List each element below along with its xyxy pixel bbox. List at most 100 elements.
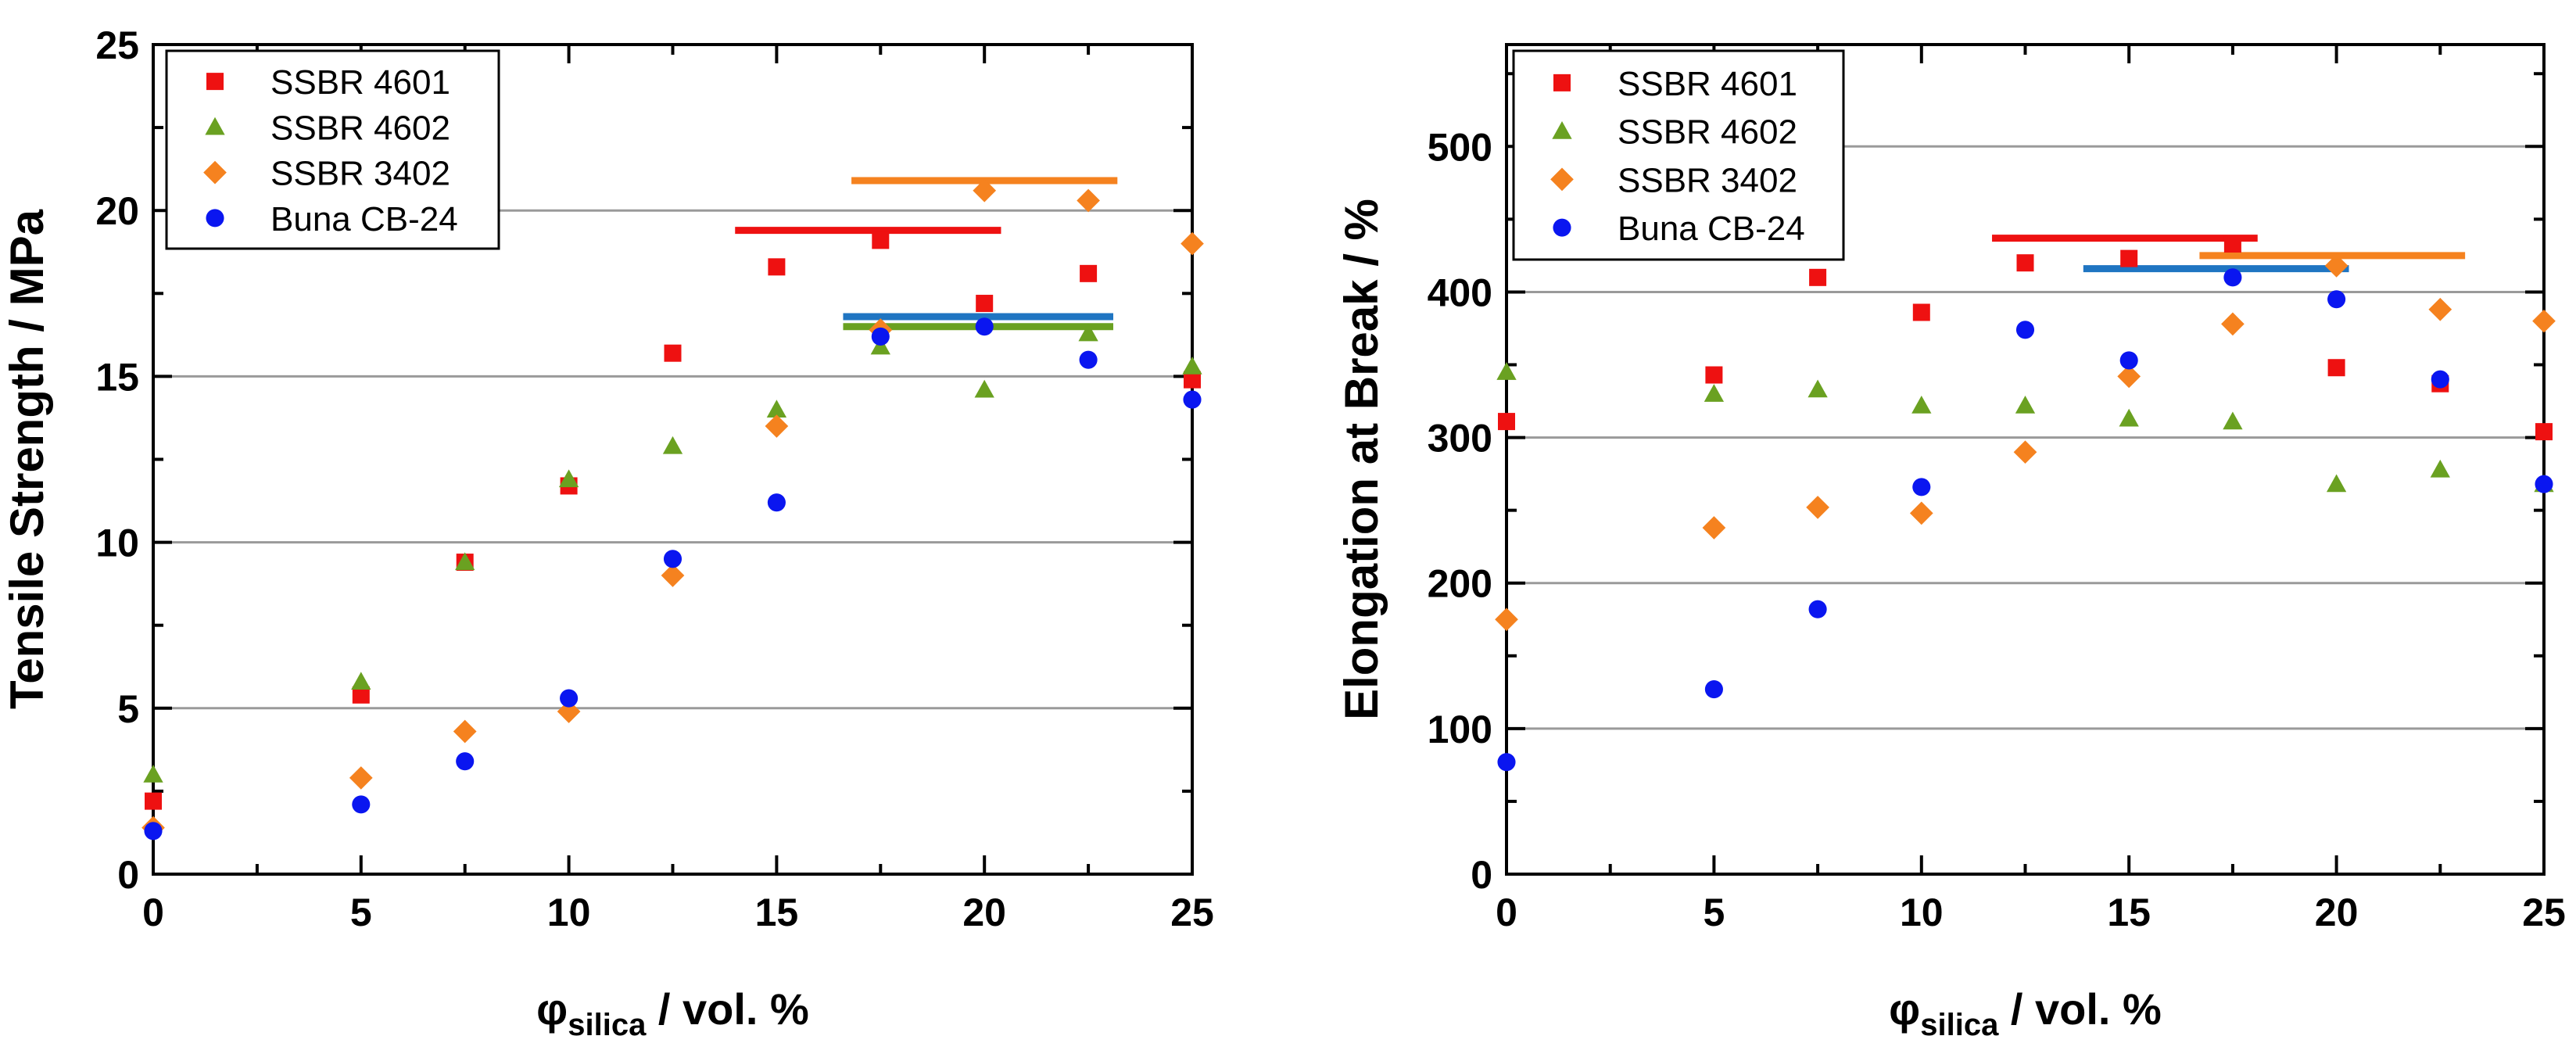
series-ssbr-3402	[142, 178, 1204, 840]
data-point	[456, 752, 475, 771]
data-point	[2223, 268, 2242, 287]
x-tick-label: 15	[2107, 891, 2151, 934]
data-point	[1497, 753, 1516, 772]
legend-marker	[206, 209, 224, 228]
data-point	[976, 295, 994, 313]
legend-label: SSBR 3402	[270, 155, 450, 193]
x-tick-label: 0	[1496, 891, 1517, 934]
legend-marker	[205, 116, 225, 135]
y-tick-label: 100	[1428, 708, 1492, 751]
x-tick-label: 20	[962, 891, 1006, 934]
y-tick-label: 500	[1428, 125, 1492, 169]
legend-marker	[203, 160, 227, 185]
series-buna-cb-24	[1497, 268, 2553, 772]
y-tick-label: 0	[117, 853, 139, 897]
legend: SSBR 4601 SSBR 4602 SSBR 3402 Buna CB-24	[1512, 49, 1845, 261]
y-tick-label: 400	[1428, 271, 1492, 314]
data-point	[352, 686, 370, 704]
data-point	[351, 672, 371, 690]
data-point	[1498, 413, 1515, 431]
data-point	[1809, 268, 1827, 286]
legend-marker	[1553, 73, 1571, 91]
data-point	[2532, 309, 2556, 333]
y-tick-label: 20	[95, 189, 139, 233]
y-axis-label: Elongation at Break / %	[1335, 199, 1388, 720]
data-point	[453, 719, 477, 744]
x-axis-label: φsilica / vol. %	[1889, 984, 2162, 1042]
data-point	[975, 317, 994, 336]
data-point	[560, 689, 579, 708]
data-point	[2324, 254, 2348, 278]
data-point	[1496, 362, 1517, 380]
data-point	[2015, 395, 2036, 414]
legend-label: SSBR 3402	[1618, 161, 1797, 199]
data-point	[1807, 379, 1828, 398]
data-point	[1704, 680, 1723, 699]
data-point	[1181, 231, 1204, 256]
legend-label: SSBR 4602	[270, 109, 450, 147]
data-point	[767, 493, 786, 512]
data-point	[2428, 297, 2452, 321]
data-point	[455, 552, 475, 571]
series-buna-cb-24	[144, 317, 1202, 841]
data-point	[1911, 395, 1932, 414]
y-tick-label: 10	[95, 522, 139, 565]
legend-label: Buna CB-24	[270, 200, 458, 238]
legend-label: SSBR 4602	[1618, 113, 1797, 152]
x-tick-label: 0	[142, 891, 164, 934]
x-tick-label: 25	[2522, 891, 2566, 934]
y-tick-label: 5	[117, 687, 139, 731]
data-point	[2535, 423, 2553, 441]
data-point	[1808, 600, 1827, 618]
data-point	[1806, 496, 1829, 519]
data-point	[2431, 370, 2449, 389]
data-point	[1909, 501, 1933, 525]
data-point	[1182, 357, 1202, 375]
data-point	[1912, 303, 1930, 321]
legend-marker	[1552, 120, 1572, 139]
data-point	[557, 700, 581, 723]
data-point	[1495, 608, 1518, 632]
y-tick-label: 15	[95, 355, 139, 399]
data-point	[2221, 312, 2245, 336]
data-point	[1079, 350, 1098, 369]
series-ssbr-4602	[1496, 362, 2554, 493]
data-point	[2015, 321, 2035, 339]
data-point	[2430, 459, 2450, 478]
data-point	[661, 564, 685, 587]
data-point	[352, 795, 371, 814]
data-point	[1077, 188, 1100, 213]
data-point	[1705, 366, 1723, 384]
y-tick-label: 25	[95, 23, 139, 67]
data-point	[145, 792, 162, 810]
legend: SSBR 4601 SSBR 4602 SSBR 3402 Buna CB-24	[165, 49, 500, 250]
data-point	[768, 258, 786, 276]
legend-label: SSBR 4601	[1618, 65, 1797, 103]
legend-marker	[1553, 218, 1571, 237]
y-tick-label: 300	[1428, 417, 1492, 461]
data-point	[2117, 364, 2141, 389]
data-point	[872, 231, 890, 249]
data-point	[871, 327, 890, 346]
data-point	[2016, 254, 2034, 272]
series-ssbr-3402	[1495, 254, 2556, 632]
data-point	[1912, 478, 1931, 496]
legend-marker	[206, 73, 224, 91]
data-point	[1078, 323, 1098, 342]
data-point	[2120, 249, 2138, 267]
series-ssbr-4602	[143, 323, 1202, 783]
data-point	[766, 400, 787, 418]
data-point	[2223, 235, 2241, 253]
data-point	[144, 822, 163, 841]
data-point	[662, 436, 683, 454]
x-axis-label: φsilica / vol. %	[536, 984, 809, 1042]
data-point	[349, 766, 373, 790]
data-point	[664, 344, 682, 362]
data-point	[973, 178, 997, 203]
elongation-at-break-chart: 0 5 10 15 20 25 0 100 200 300 400 500 Elongation at …	[1335, 43, 2566, 1042]
x-tick-label: 15	[755, 891, 799, 934]
data-point	[1702, 516, 1726, 539]
data-point	[558, 469, 579, 488]
tensile-strength-chart: 0 5 10 15 20 25 0 5 10 15 20 25 Tensile Strength / M…	[1, 23, 1214, 1042]
data-point	[663, 550, 683, 568]
